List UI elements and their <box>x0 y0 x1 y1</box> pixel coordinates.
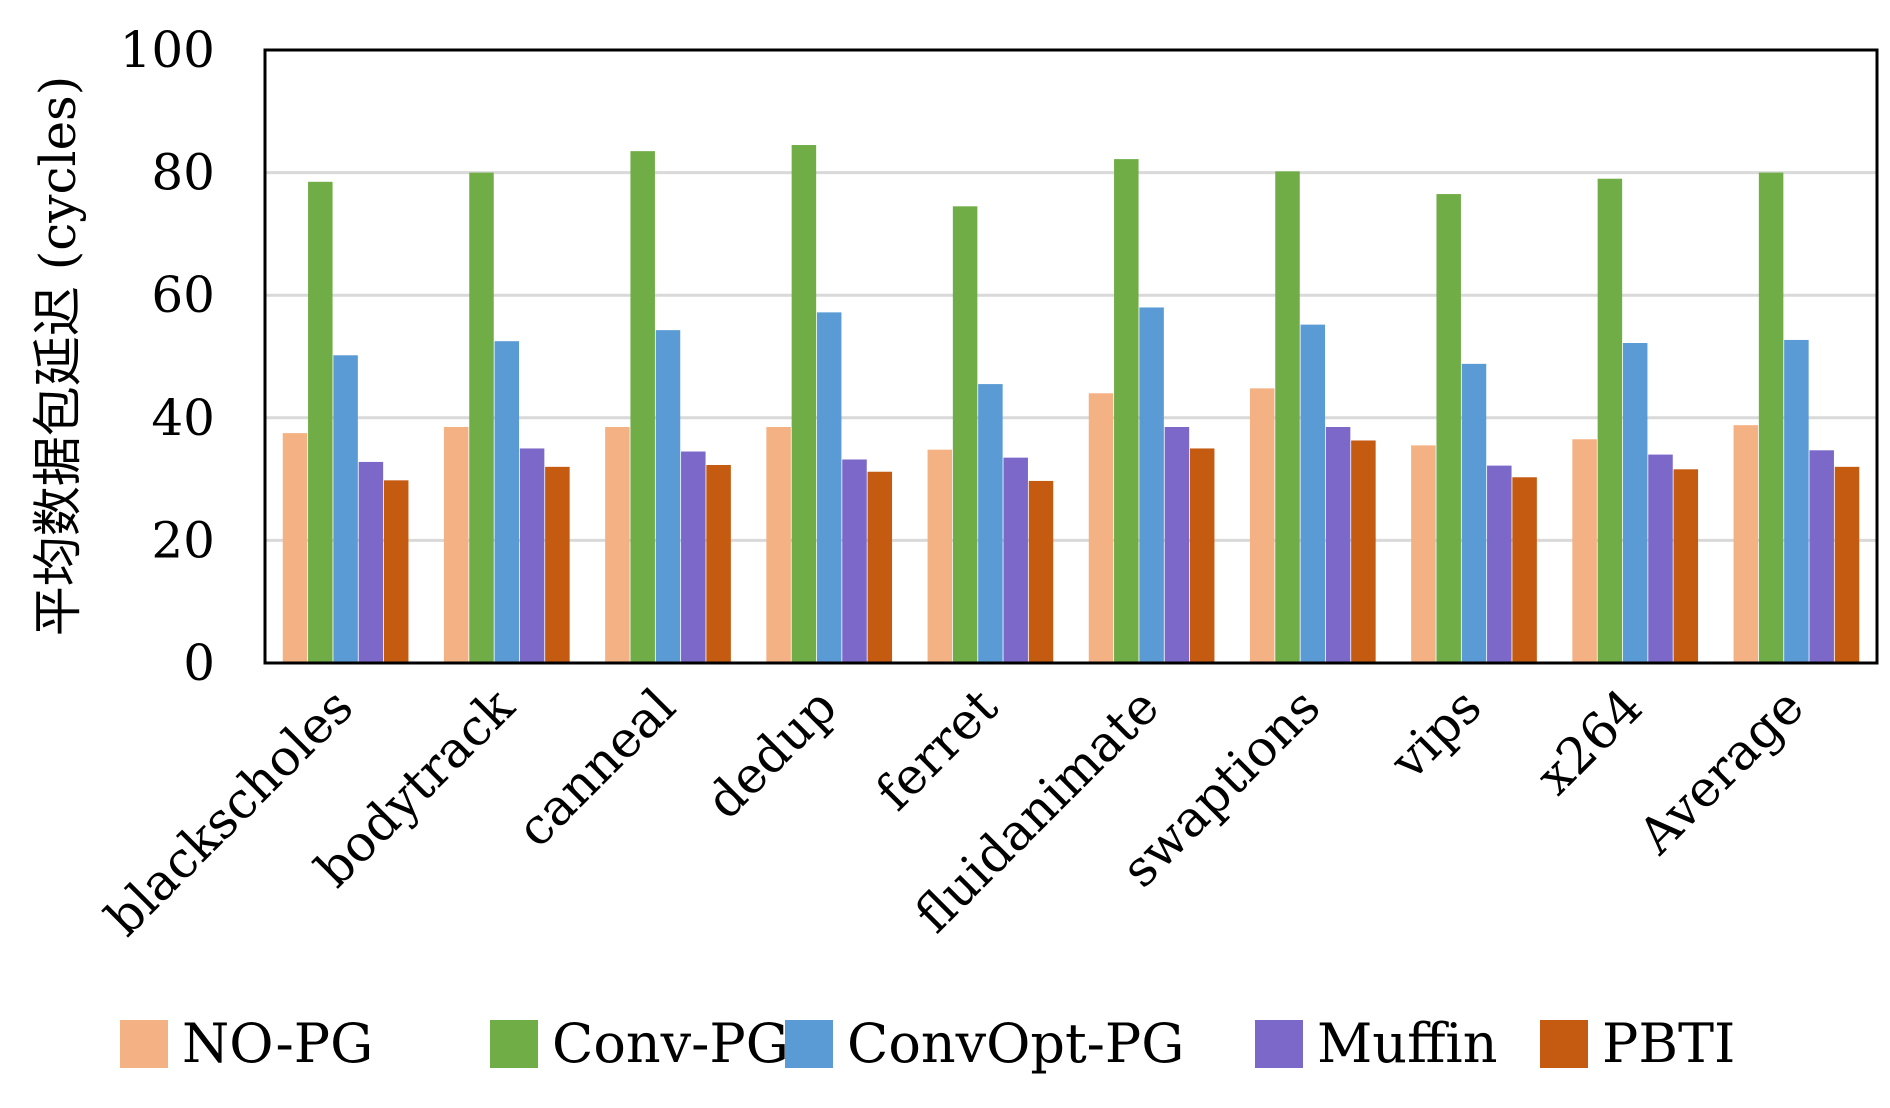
bar-no-pg-canneal <box>605 426 630 663</box>
bar-muffin-swaptions <box>1325 426 1351 663</box>
bar-convopt-pg-ferret <box>978 384 1003 663</box>
x-tick-label: Average <box>1627 677 1815 865</box>
bar-muffin-ferret <box>1003 457 1028 663</box>
legend-swatch <box>120 1020 168 1068</box>
legend-label: NO-PG <box>182 1012 373 1075</box>
bar-muffin-vips <box>1487 465 1512 663</box>
bar-no-pg-swaptions <box>1249 388 1275 663</box>
bar-convopt-pg-dedup <box>816 312 842 663</box>
bar-no-pg-average <box>1733 425 1759 663</box>
bar-pbti-fluidanimate <box>1189 448 1215 663</box>
legend-swatch <box>1255 1020 1303 1068</box>
bar-pbti-bodytrack <box>545 466 570 663</box>
bar-pbti-vips <box>1512 477 1537 663</box>
bar-conv-pg-ferret <box>952 206 978 663</box>
bar-convopt-pg-average <box>1784 339 1809 663</box>
bar-conv-pg-vips <box>1436 194 1461 663</box>
bar-no-pg-fluidanimate <box>1088 393 1114 663</box>
bar-conv-pg-canneal <box>630 151 655 663</box>
legend: NO-PG Conv-PG ConvOpt-PG Muffin PBTI <box>120 1012 1735 1075</box>
bar-pbti-swaptions <box>1351 440 1376 663</box>
bar-convopt-pg-vips <box>1461 363 1487 663</box>
bar-convopt-pg-x264 <box>1622 343 1648 663</box>
bar-no-pg-vips <box>1411 445 1436 663</box>
bar-no-pg-ferret <box>927 449 953 663</box>
bar-pbti-average <box>1834 466 1860 663</box>
legend-swatch <box>1540 1020 1588 1068</box>
bar-no-pg-bodytrack <box>443 426 469 663</box>
bar-pbti-dedup <box>867 471 893 663</box>
y-tick-label: 40 <box>151 389 215 447</box>
legend-swatch <box>490 1020 538 1068</box>
y-tick-label: 60 <box>151 266 215 324</box>
x-tick-label: blackscholes <box>94 677 364 947</box>
x-tick-label: canneal <box>506 677 687 858</box>
y-axis-ticks: 0 20 40 60 80 100 <box>120 21 215 692</box>
bar-convopt-pg-blackscholes <box>333 355 358 663</box>
bar-conv-pg-swaptions <box>1275 171 1300 663</box>
bar-muffin-bodytrack <box>519 448 545 663</box>
bar-convopt-pg-bodytrack <box>494 341 520 663</box>
x-tick-label: dedup <box>695 677 848 830</box>
bar-muffin-blackscholes <box>358 461 384 663</box>
bar-conv-pg-x264 <box>1597 178 1623 664</box>
plot-frame <box>263 48 1879 665</box>
bar-no-pg-x264 <box>1572 439 1597 663</box>
x-tick-label: ferret <box>865 677 1009 821</box>
bar-pbti-canneal <box>706 465 731 663</box>
y-tick-label: 20 <box>151 511 215 569</box>
bar-conv-pg-fluidanimate <box>1114 159 1139 663</box>
legend-label: Conv-PG <box>552 1012 789 1075</box>
bar-conv-pg-dedup <box>791 145 817 663</box>
bar-muffin-dedup <box>842 459 867 663</box>
bar-no-pg-dedup <box>766 426 791 663</box>
bar-conv-pg-average <box>1758 172 1784 663</box>
bar-pbti-ferret <box>1028 480 1054 663</box>
legend-label: ConvOpt-PG <box>847 1012 1184 1075</box>
bar-muffin-x264 <box>1648 454 1673 663</box>
y-tick-label: 0 <box>183 634 215 692</box>
bar-convopt-pg-canneal <box>655 330 681 663</box>
x-tick-label: vips <box>1379 677 1493 791</box>
y-tick-label: 100 <box>120 21 215 79</box>
y-tick-label: 80 <box>151 144 215 202</box>
bar-convopt-pg-swaptions <box>1300 324 1326 663</box>
bar-muffin-fluidanimate <box>1164 426 1190 663</box>
bar-pbti-blackscholes <box>383 480 409 663</box>
bar-no-pg-blackscholes <box>282 433 308 663</box>
bar-muffin-average <box>1809 450 1834 663</box>
legend-swatch <box>785 1020 833 1068</box>
legend-label: PBTI <box>1602 1012 1735 1075</box>
legend-label: Muffin <box>1317 1012 1497 1075</box>
bar-muffin-canneal <box>681 451 706 663</box>
x-tick-label: x264 <box>1525 677 1653 805</box>
y-axis-title: 平均数据包延迟 (cycles) <box>29 76 87 636</box>
bar-conv-pg-blackscholes <box>308 181 333 664</box>
bar-conv-pg-bodytrack <box>469 172 494 663</box>
bars <box>282 145 1860 664</box>
bar-pbti-x264 <box>1673 469 1699 663</box>
bar-convopt-pg-fluidanimate <box>1139 307 1164 663</box>
